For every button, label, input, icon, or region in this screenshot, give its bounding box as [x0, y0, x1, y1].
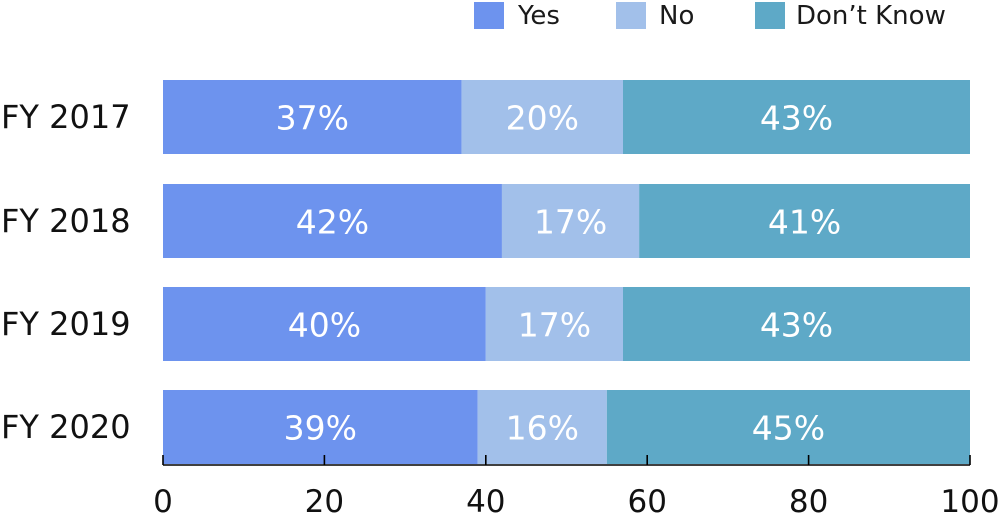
bar-row-fy-2020: 39% 16% 45% [163, 390, 970, 464]
legend-swatch-no [616, 2, 646, 29]
bar-segment-don-t-know [606, 390, 970, 464]
data-label-don-t-know: 41% [768, 203, 841, 242]
bar-row-fy-2018: 42% 17% 41% [163, 184, 970, 258]
bar-segment-yes [163, 80, 462, 154]
legend-swatch-don-t-know [755, 2, 785, 29]
bar-row-fy-2017: 37% 20% 43% [163, 80, 970, 154]
x-tick-label: 40 [466, 484, 505, 520]
bar-segment-no [461, 80, 623, 154]
bar-area: 37% 20% 43% 42% 17% 41% 40% 17% 43% 39% 16% 45% [163, 80, 970, 464]
data-label-don-t-know: 45% [752, 409, 825, 448]
x-tick-label: 60 [627, 484, 666, 520]
category-label: FY 2020 [1, 408, 131, 446]
bar-segment-don-t-know [622, 287, 970, 361]
data-label-yes: 37% [276, 99, 349, 138]
x-tick-label: 0 [153, 484, 173, 520]
bar-segment-yes [163, 184, 502, 258]
legend-label-don-t-know: Don’t Know [796, 1, 946, 31]
bar-segment-no [501, 184, 640, 258]
data-label-don-t-know: 43% [760, 99, 833, 138]
data-label-no: 16% [506, 409, 579, 448]
bar-segment-yes [163, 287, 486, 361]
x-tick-label: 20 [305, 484, 344, 520]
category-label: FY 2018 [1, 202, 131, 240]
data-label-no: 20% [506, 99, 579, 138]
data-label-don-t-know: 43% [760, 306, 833, 345]
data-label-no: 17% [534, 203, 607, 242]
x-axis: 0 20 40 60 80 100 [153, 455, 1000, 520]
data-label-yes: 40% [288, 306, 361, 345]
category-label: FY 2019 [1, 305, 131, 343]
data-label-no: 17% [518, 306, 591, 345]
bar-segment-don-t-know [622, 80, 970, 154]
category-labels: FY 2017 FY 2018 FY 2019 FY 2020 [1, 98, 131, 446]
bar-segment-yes [163, 390, 478, 464]
bar-row-fy-2019: 40% 17% 43% [163, 287, 970, 361]
bar-segment-no [477, 390, 607, 464]
legend-label-yes: Yes [517, 1, 560, 31]
data-label-yes: 42% [296, 203, 369, 242]
category-label: FY 2017 [1, 98, 131, 136]
bar-segment-no [485, 287, 623, 361]
x-tick-label: 80 [789, 484, 828, 520]
chart-legend: Yes No Don’t Know [474, 1, 946, 31]
legend-swatch-yes [474, 2, 504, 29]
x-tick-label: 100 [940, 484, 999, 520]
legend-label-no: No [659, 1, 694, 31]
data-label-yes: 39% [284, 409, 357, 448]
bar-segment-don-t-know [639, 184, 970, 258]
